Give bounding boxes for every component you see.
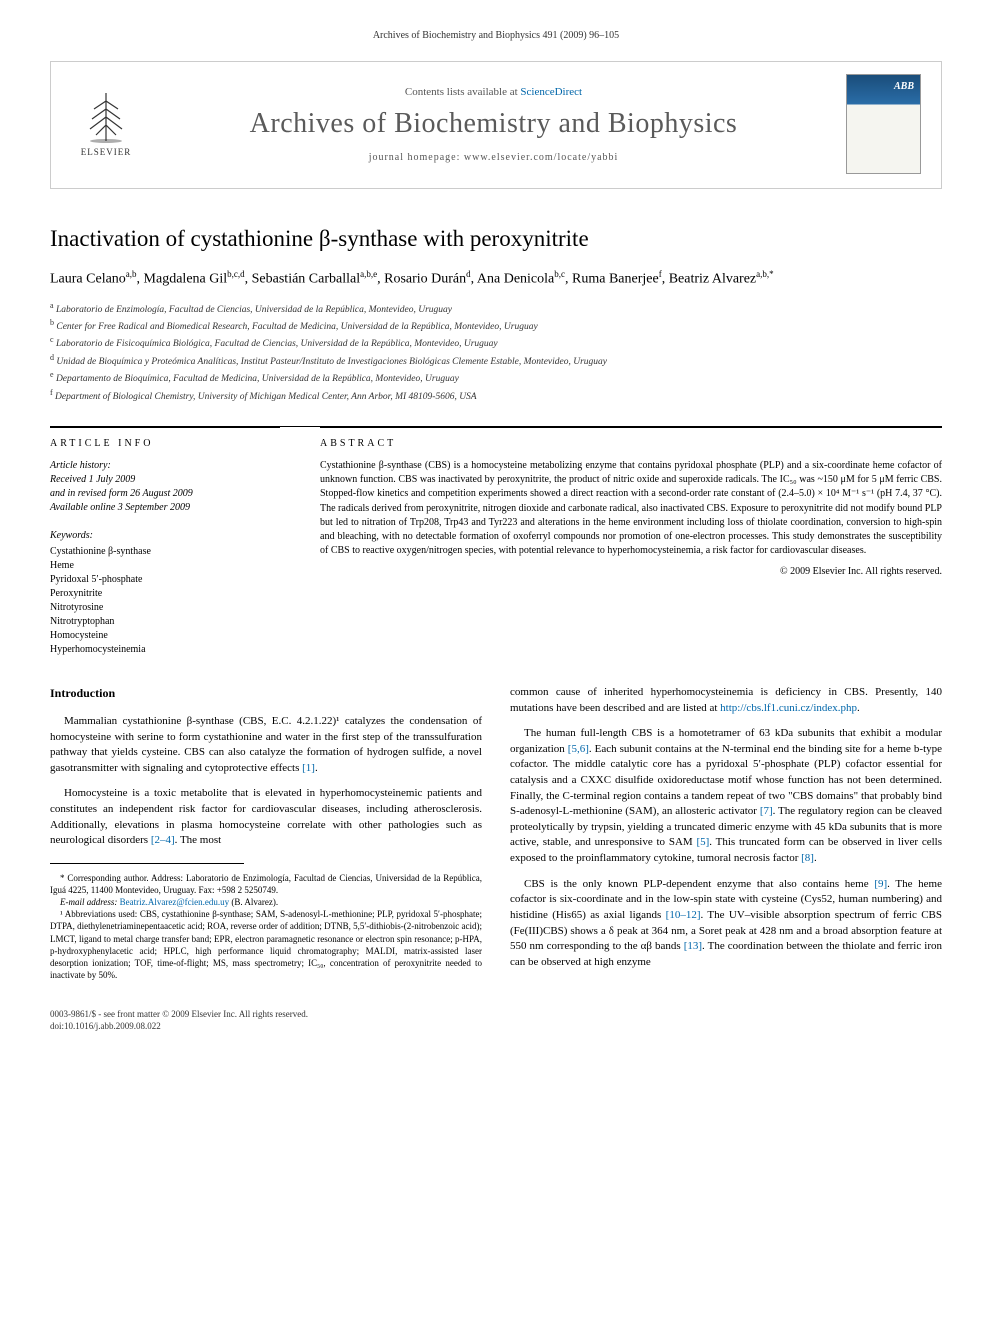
publisher-name: ELSEVIER: [81, 147, 132, 157]
journal-homepage-line: journal homepage: www.elsevier.com/locat…: [141, 152, 846, 163]
keyword-item: Hyperhomocysteinemia: [50, 643, 280, 657]
affiliations-list: a Laboratorio de Enzimología, Facultad d…: [50, 300, 942, 404]
body-paragraph: Homocysteine is a toxic metabolite that …: [50, 786, 482, 848]
history-label: Article history:: [50, 459, 280, 473]
email-label: E-mail address:: [60, 897, 117, 907]
keyword-item: Homocysteine: [50, 629, 280, 643]
reference-link[interactable]: [5,6]: [568, 743, 589, 755]
affiliation-line: d Unidad de Bioquímica y Proteómica Anal…: [50, 352, 942, 369]
abstract-copyright: © 2009 Elsevier Inc. All rights reserved…: [320, 566, 942, 577]
homepage-url: www.elsevier.com/locate/yabbi: [464, 152, 618, 163]
corresponding-author-footnote: * Corresponding author. Address: Laborat…: [50, 872, 482, 896]
email-footnote: E-mail address: Beatriz.Alvarez@fcien.ed…: [50, 896, 482, 908]
history-line: Received 1 July 2009: [50, 473, 280, 487]
page-footer: 0003-9861/$ - see front matter © 2009 El…: [50, 1009, 942, 1032]
abbreviations-footnote: ¹ Abbreviations used: CBS, cystathionine…: [50, 908, 482, 981]
reference-link[interactable]: [7]: [760, 805, 773, 817]
footer-doi: doi:10.1016/j.abb.2009.08.022: [50, 1021, 308, 1033]
reference-link[interactable]: [10–12]: [666, 909, 701, 921]
history-line: Available online 3 September 2009: [50, 501, 280, 515]
footnote-rule: [50, 863, 244, 864]
body-paragraph: Mammalian cystathionine β-synthase (CBS,…: [50, 714, 482, 776]
email-person: (B. Alvarez).: [231, 897, 278, 907]
journal-title: Archives of Biochemistry and Biophysics: [141, 108, 846, 140]
running-header: Archives of Biochemistry and Biophysics …: [50, 30, 942, 41]
body-paragraph: common cause of inherited hyperhomocyste…: [510, 685, 942, 716]
keyword-item: Nitrotyrosine: [50, 601, 280, 615]
article-title: Inactivation of cystathionine β-synthase…: [50, 224, 942, 254]
history-line: and in revised form 26 August 2009: [50, 487, 280, 501]
section-title-introduction: Introduction: [50, 685, 482, 702]
keyword-item: Heme: [50, 559, 280, 573]
abstract-text: Cystathionine β-synthase (CBS) is a homo…: [320, 459, 942, 558]
contents-available-line: Contents lists available at ScienceDirec…: [141, 86, 846, 98]
url-link[interactable]: http://cbs.lf1.cuni.cz/index.php: [720, 702, 857, 714]
affiliation-line: b Center for Free Radical and Biomedical…: [50, 317, 942, 334]
reference-link[interactable]: [9]: [874, 878, 887, 890]
keyword-item: Peroxynitrite: [50, 587, 280, 601]
reference-link[interactable]: [1]: [302, 762, 315, 774]
authors-list: Laura Celanoa,b, Magdalena Gilb,c,d, Seb…: [50, 268, 942, 290]
reference-link[interactable]: [2–4]: [151, 834, 175, 846]
article-info-heading: ARTICLE INFO: [50, 438, 280, 449]
article-meta-row: ARTICLE INFO Article history: Received 1…: [50, 426, 942, 657]
body-paragraph: CBS is the only known PLP-dependent enzy…: [510, 877, 942, 971]
abstract-heading: ABSTRACT: [320, 438, 942, 449]
contents-prefix: Contents lists available at: [405, 86, 520, 98]
affiliation-line: c Laboratorio de Fisicoquímica Biológica…: [50, 334, 942, 351]
article-history: Article history: Received 1 July 2009and…: [50, 459, 280, 515]
article-info-column: ARTICLE INFO Article history: Received 1…: [50, 427, 280, 657]
keywords-block: Keywords: Cystathionine β-synthaseHemePy…: [50, 529, 280, 657]
keyword-item: Pyridoxal 5′-phosphate: [50, 573, 280, 587]
affiliation-line: f Department of Biological Chemistry, Un…: [50, 387, 942, 404]
keyword-item: Nitrotryptophan: [50, 615, 280, 629]
corresponding-email-link[interactable]: Beatriz.Alvarez@fcien.edu.uy: [120, 897, 230, 907]
publisher-logo: ELSEVIER: [71, 84, 141, 164]
affiliation-line: a Laboratorio de Enzimología, Facultad d…: [50, 300, 942, 317]
right-column: common cause of inherited hyperhomocyste…: [510, 685, 942, 981]
body-paragraph: The human full-length CBS is a homotetra…: [510, 726, 942, 866]
left-column: Introduction Mammalian cystathionine β-s…: [50, 685, 482, 981]
reference-link[interactable]: [5]: [696, 836, 709, 848]
reference-link[interactable]: [13]: [684, 940, 702, 952]
journal-cover-thumbnail: [846, 74, 921, 174]
journal-header-box: ELSEVIER Contents lists available at Sci…: [50, 61, 942, 189]
body-columns: Introduction Mammalian cystathionine β-s…: [50, 685, 942, 981]
footer-copyright-line: 0003-9861/$ - see front matter © 2009 El…: [50, 1009, 308, 1021]
keywords-label: Keywords:: [50, 529, 280, 543]
sciencedirect-link[interactable]: ScienceDirect: [520, 86, 582, 98]
homepage-prefix: journal homepage:: [369, 152, 464, 163]
abstract-column: ABSTRACT Cystathionine β-synthase (CBS) …: [320, 427, 942, 657]
affiliation-line: e Departamento de Bioquímica, Facultad d…: [50, 369, 942, 386]
footer-left: 0003-9861/$ - see front matter © 2009 El…: [50, 1009, 308, 1032]
reference-link[interactable]: [8]: [801, 852, 814, 864]
header-center: Contents lists available at ScienceDirec…: [141, 86, 846, 163]
elsevier-tree-icon: [82, 91, 130, 143]
keyword-item: Cystathionine β-synthase: [50, 545, 280, 559]
